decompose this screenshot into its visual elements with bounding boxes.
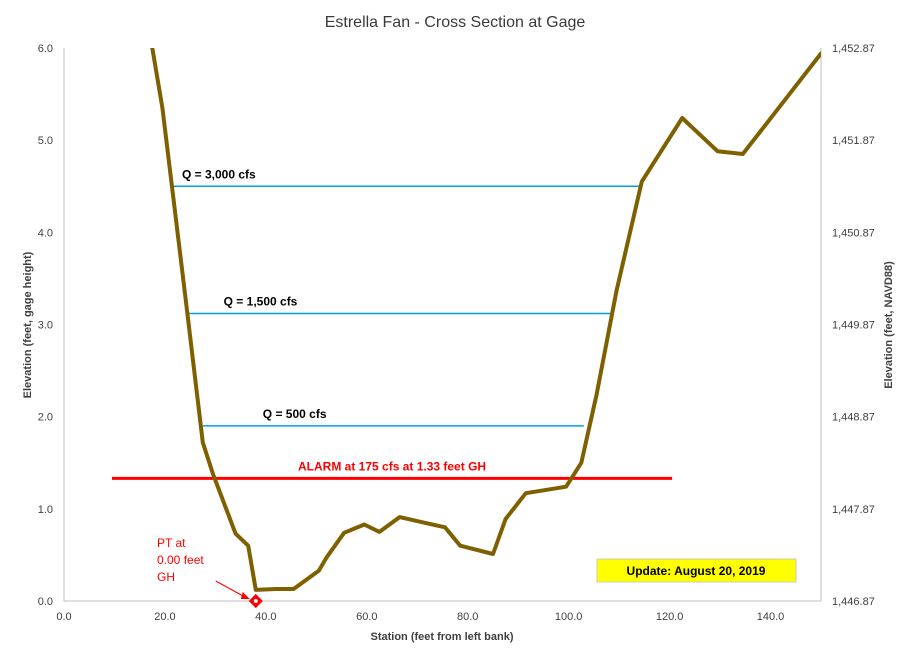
y-tick-label: 3.0 (38, 320, 53, 332)
x-tick-label: 40.0 (255, 611, 276, 623)
flow-label: Q = 3,000 cfs (182, 167, 256, 181)
y-tick-label: 0.0 (38, 596, 53, 608)
y2-tick-label: 1,446.87 (832, 596, 875, 608)
series-group (150, 48, 821, 592)
x-axis-label: Station (feet from left bank) (370, 631, 513, 643)
y2-tick-label: 1,447.87 (832, 504, 875, 516)
y2-axis-label: Elevation (feet, NAVD88) (883, 261, 895, 389)
pt-label-line: GH (157, 570, 175, 584)
y-tick-label: 2.0 (38, 412, 53, 424)
flow-label: Q = 1,500 cfs (224, 294, 298, 308)
x-tick-label: 80.0 (457, 611, 478, 623)
pt-label-line: 0.00 feet (157, 553, 204, 567)
update-text: Update: August 20, 2019 (627, 564, 766, 578)
y2-tick-label: 1,451.87 (832, 135, 875, 147)
y2-tick-label: 1,448.87 (832, 412, 875, 424)
pt-label-line: PT at (157, 536, 186, 550)
reference-lines: Q = 3,000 cfs Q = 1,500 cfs Q = 500 cfs ALA… (111, 167, 673, 480)
flow-label: Q = 500 cfs (263, 407, 327, 421)
x-tick-label: 60.0 (356, 611, 377, 623)
alarm-label: ALARM at 175 cfs at 1.33 feet GH (298, 459, 486, 473)
pt-callout-arrow (215, 580, 248, 599)
chart-title: Estrella Fan - Cross Section at Gage (325, 14, 586, 31)
pt-callout-arrowhead (240, 592, 250, 599)
y2-tick-label: 1,450.87 (832, 227, 875, 239)
y2-tick-labels: 1,446.87 1,447.87 1,448.87 1,449.87 1,450.87… (832, 43, 875, 608)
x-tick-label: 120.0 (656, 611, 684, 623)
pt-marker-center (253, 599, 258, 603)
y-tick-label: 4.0 (38, 227, 53, 239)
x-tick-label: 140.0 (757, 611, 785, 623)
y-tick-labels: 0.0 1.0 2.0 3.0 4.0 5.0 6.0 (38, 43, 53, 608)
x-tick-label: 100.0 (555, 611, 583, 623)
y-tick-label: 5.0 (38, 135, 53, 147)
y2-tick-label: 1,449.87 (832, 320, 875, 332)
update-box (596, 558, 797, 583)
y-tick-label: 1.0 (38, 504, 53, 516)
y2-tick-label: 1,452.87 (832, 43, 875, 55)
y-tick-label: 6.0 (38, 43, 53, 55)
cross-section-line (150, 48, 821, 592)
pt-marker-group: PT at 0.00 feet GH (157, 536, 263, 609)
x-tick-labels: 0.0 20.0 40.0 60.0 80.0 100.0 120.0 140.0 (56, 611, 784, 623)
x-tick-label: 0.0 (56, 611, 71, 623)
x-tick-label: 20.0 (154, 611, 175, 623)
y-axis-label: Elevation (feet, gage height) (22, 251, 34, 398)
